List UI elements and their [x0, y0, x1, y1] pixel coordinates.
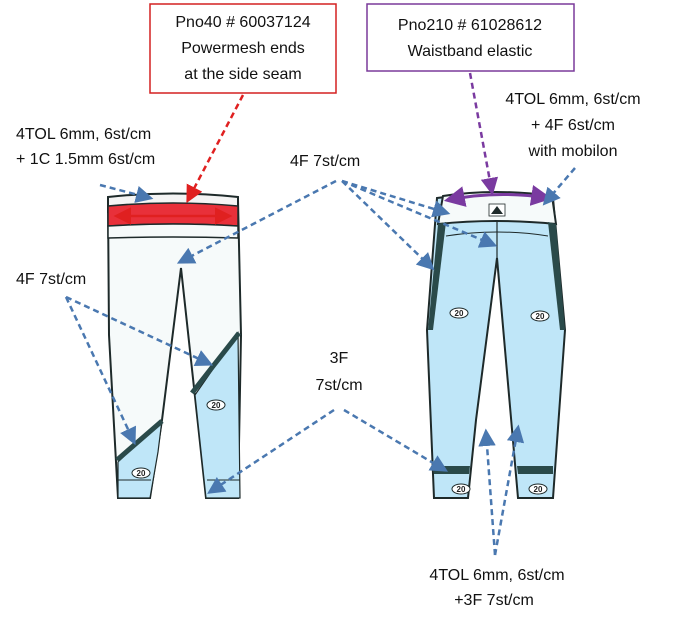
center-4f-label: 4F 7st/cm [290, 153, 360, 170]
front-right-trim [190, 331, 241, 395]
back-left-side-trim [428, 222, 446, 330]
front-tights: 20 20 [106, 192, 243, 499]
front-part-desc-2: at the side seam [184, 66, 301, 83]
svg-text:20: 20 [457, 485, 466, 494]
front-waistband-powermesh [107, 202, 239, 227]
svg-text:20: 20 [455, 309, 464, 318]
back-waist-stitch-label-1: 4TOL 6mm, 6st/cm [505, 91, 640, 108]
front-part-number: Pno40 # 60037124 [175, 14, 310, 31]
back-size-badge-hem-right: 20 [528, 483, 548, 495]
back-size-badge-hem-left: 20 [451, 483, 471, 495]
front-part-desc-1: Powermesh ends [181, 40, 305, 57]
arrow-front-callout [186, 94, 245, 204]
front-size-badge-right: 20 [206, 399, 226, 411]
back-right-side-trim [548, 222, 565, 330]
back-size-badge-right: 20 [530, 310, 550, 322]
front-waist-stitch-label-1: 4TOL 6mm, 6st/cm [16, 126, 151, 143]
back-part-number: Pno210 # 61028612 [398, 17, 542, 34]
back-body-panel [425, 193, 567, 499]
arrow-4f-back-yoke [341, 179, 498, 248]
svg-text:20: 20 [212, 401, 221, 410]
svg-text:20: 20 [534, 485, 543, 494]
back-waist-stitch-label-2: + 4F 6st/cm [531, 117, 615, 134]
back-part-desc: Waistband elastic [408, 43, 533, 60]
front-part-callout: Pno40 # 60037124 Powermesh ends at the s… [149, 3, 337, 94]
arrow-back-waist [542, 167, 576, 206]
arrow-4f-left-top [65, 295, 214, 367]
center-3f-label-2: 7st/cm [315, 377, 362, 394]
back-part-callout: Pno210 # 61028612 Waistband elastic [366, 3, 575, 72]
back-size-badge-left: 20 [449, 307, 469, 319]
arrow-back-callout [468, 72, 499, 196]
arrow-4f-left-bottom [64, 296, 136, 446]
brand-logo-icon [488, 203, 506, 217]
front-left-trim [115, 419, 164, 462]
svg-text:20: 20 [137, 469, 146, 478]
arrow-4f-back-side [341, 180, 435, 271]
arrow-4f-back-waist [341, 179, 451, 218]
arrow-bottom-left [478, 428, 497, 556]
arrow-3f-front [207, 408, 335, 494]
left-4f-label: 4F 7st/cm [16, 271, 86, 288]
back-tights: 20 20 20 20 [425, 185, 567, 499]
front-waistband-lower [107, 223, 239, 239]
arrow-front-waist [99, 183, 154, 203]
back-waist-stitch-label-3: with mobilon [528, 143, 618, 160]
svg-text:20: 20 [536, 312, 545, 321]
arrow-bottom-right [493, 424, 525, 556]
center-3f-label-1: 3F [330, 350, 349, 367]
front-size-badge-left: 20 [131, 467, 151, 479]
callout-arrows [64, 72, 576, 556]
bottom-stitch-label-2: +3F 7st/cm [454, 592, 534, 609]
front-waist-stitch-label-2: + 1C 1.5mm 6st/cm [16, 151, 155, 168]
back-right-hem-band [517, 466, 553, 474]
bottom-stitch-label-1: 4TOL 6mm, 6st/cm [429, 567, 564, 584]
